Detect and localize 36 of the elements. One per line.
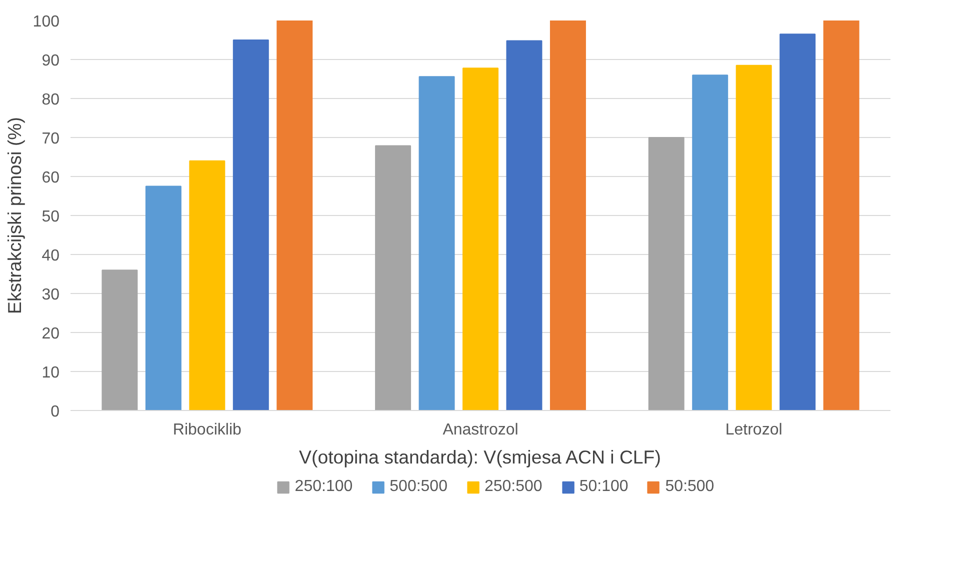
y-tick-label: 30 — [42, 286, 60, 304]
y-tick-label: 20 — [42, 326, 60, 342]
bar — [189, 160, 226, 410]
y-tick-label: 40 — [42, 248, 60, 264]
y-tick-label: 50 — [42, 208, 60, 226]
x-tick-label: Letrozol — [725, 422, 782, 438]
y-axis-title: Ekstrakcijski prinosi (%) — [4, 117, 25, 314]
y-tick-label: 60 — [42, 170, 60, 186]
bar — [102, 270, 138, 410]
bar — [375, 145, 412, 410]
x-axis-title: V(otopina standarda): V(smjesa ACN i CLF) — [299, 446, 661, 468]
bar — [418, 76, 455, 410]
bar — [550, 20, 586, 410]
bar — [232, 40, 269, 410]
bar — [276, 20, 313, 410]
legend-label: 500:500 — [390, 478, 448, 496]
bar — [506, 40, 542, 410]
legend-label: 250:100 — [294, 478, 353, 496]
x-tick-label: Anastrozol — [442, 422, 518, 438]
y-tick-label: 10 — [42, 364, 60, 382]
legend-label: 50:100 — [579, 478, 628, 496]
y-tick-label: 80 — [42, 92, 60, 108]
legend-label: 250:500 — [484, 478, 542, 496]
bar — [780, 34, 816, 410]
y-tick-label: 100 — [32, 14, 60, 30]
bar — [736, 64, 772, 410]
bar — [692, 74, 728, 410]
y-tick-label: 0 — [50, 404, 60, 420]
y-tick-label: 90 — [42, 52, 60, 70]
x-tick-label: Ribociklib — [172, 422, 242, 438]
legend-label: 50:500 — [665, 478, 714, 496]
bar — [462, 68, 498, 410]
bar — [145, 186, 182, 410]
bar — [648, 137, 684, 410]
y-tick-label: 70 — [42, 130, 60, 148]
bar — [823, 20, 860, 410]
